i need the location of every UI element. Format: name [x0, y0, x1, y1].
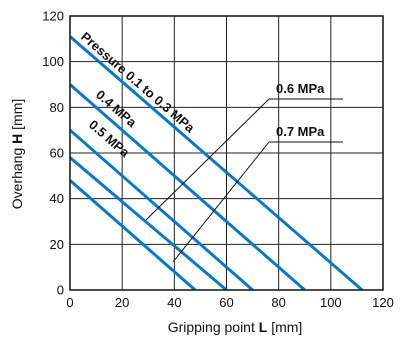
- tick-labels: 0 20 40 60 80 100 120 0 20 40 60 80 100 120: [42, 9, 394, 311]
- y-tick-label: 60: [50, 146, 64, 161]
- callout-0-7-mpa-text: 0.7 MPa: [276, 124, 325, 139]
- y-tick-label: 100: [42, 54, 64, 69]
- x-tick-label: 20: [115, 295, 129, 310]
- grid: [70, 16, 383, 290]
- series-line-0-6-mpa: [70, 156, 228, 290]
- x-tick-label: 120: [372, 295, 394, 310]
- plot-border: [69, 15, 384, 291]
- y-tick-label: 40: [50, 191, 64, 206]
- x-tick-label: 100: [320, 295, 342, 310]
- x-tick-label: 40: [167, 295, 181, 310]
- series-line-0-5-mpa: [70, 129, 254, 290]
- y-tick-label: 20: [50, 237, 64, 252]
- y-tick-label: 0: [57, 283, 64, 298]
- y-tick-label: 120: [42, 9, 64, 24]
- plot-frame: [69, 15, 384, 291]
- y-axis-title: Overhang H [mm]: [9, 99, 25, 210]
- series-line-pressure-0-1-to-0-3-mpa: [70, 35, 364, 290]
- x-tick-label: 60: [219, 295, 233, 310]
- series-line-0-4-mpa: [70, 83, 306, 290]
- x-tick-label: 0: [66, 295, 73, 310]
- x-axis-title: Gripping point L [mm]: [168, 319, 303, 335]
- y-tick-label: 80: [50, 100, 64, 115]
- callout-0-7-mpa-leader: [172, 141, 270, 263]
- callout-0-6-mpa-leader: [145, 98, 270, 221]
- series-line-0-7-mpa: [70, 179, 197, 290]
- callout-0-6-mpa-text: 0.6 MPa: [276, 81, 325, 96]
- x-tick-label: 80: [271, 295, 285, 310]
- series-lines: [70, 35, 364, 290]
